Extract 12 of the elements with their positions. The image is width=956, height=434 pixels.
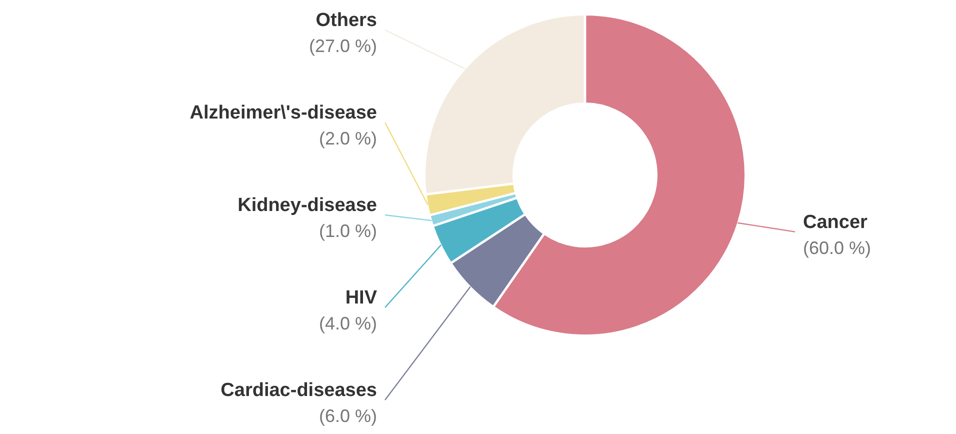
slice-label: Alzheimer\'s-disease	[190, 102, 377, 124]
data-label: (4.0 %)	[318, 314, 377, 334]
slice-label: Cancer	[803, 212, 868, 233]
slice-label: Others	[316, 10, 377, 31]
data-label: (60.0 %)	[803, 238, 872, 258]
data-label: (1.0 %)	[318, 221, 377, 241]
data-label: (6.0 %)	[318, 406, 377, 426]
slice-label: Cardiac-diseases	[220, 380, 377, 401]
data-label: (27.0 %)	[308, 36, 377, 56]
slice-label: HIV	[345, 288, 378, 308]
data-label: (2.0 %)	[318, 128, 377, 148]
slice-label: Kidney-disease	[238, 195, 377, 216]
